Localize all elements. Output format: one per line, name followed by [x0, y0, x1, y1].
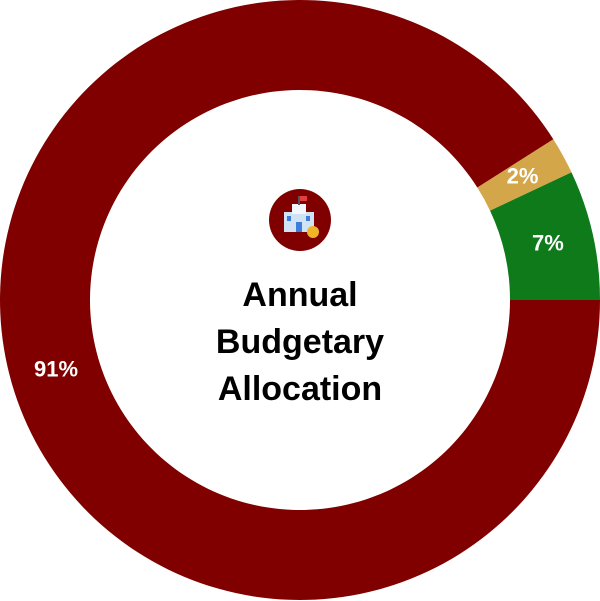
- data-label: 2%: [507, 163, 539, 188]
- icon: [269, 189, 331, 251]
- chart-title: Annual Budgetary Allocation: [215, 276, 385, 408]
- data-label: 7%: [532, 230, 564, 255]
- donut-segment: [490, 172, 600, 300]
- data-label: 91%: [34, 357, 78, 382]
- donut-segment: [477, 139, 572, 211]
